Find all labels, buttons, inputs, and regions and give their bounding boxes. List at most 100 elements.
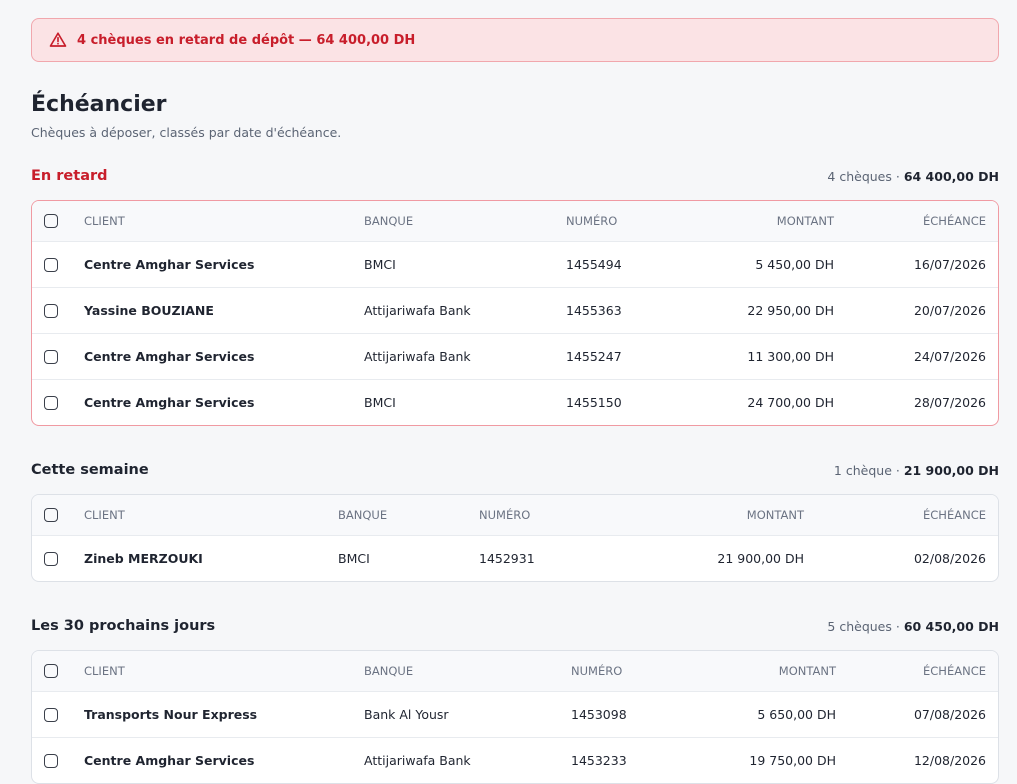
cell	[32, 214, 84, 228]
cell: Centre Amghar Services	[84, 349, 255, 364]
summary-total: 64 400,00 DH	[903, 168, 999, 184]
cell: Yassine BOUZIANE	[84, 303, 214, 318]
column-header: BANQUE	[364, 664, 414, 678]
summary-count: 5 chèques ·	[827, 618, 900, 634]
column-header: NUMÉRO	[566, 214, 618, 228]
page-subtitle: Chèques à déposer, classés par date d'éc…	[31, 125, 342, 140]
cell: Centre Amghar Services	[84, 753, 255, 768]
content: 4 chèques en retard de dépôt — 64 400,00…	[31, 18, 999, 784]
cell: Bank Al Yousr	[364, 707, 449, 722]
cell: 16/07/2026	[913, 257, 986, 272]
cell	[32, 664, 84, 678]
select-all-checkbox[interactable]	[44, 508, 58, 522]
row-checkbox[interactable]	[44, 349, 58, 364]
cell: 20/07/2026	[913, 303, 986, 318]
cell: BMCI	[364, 257, 396, 272]
section: Cette semaine 1 chèque · 21 900,00 DH CLIE…	[31, 460, 999, 582]
alert-text: 4 chèques en retard de dépôt — 64 400,00…	[77, 32, 416, 48]
cell: 24 700,00 DH	[747, 395, 834, 410]
summary-total: 21 900,00 DH	[903, 462, 999, 478]
table-header: CLIENT BANQUE NUMÉRO MONTANT ÉCHÉANCE	[32, 495, 998, 535]
cell: 12/08/2026	[913, 753, 986, 768]
cell: 07/08/2026	[913, 707, 986, 722]
cell: 28/07/2026	[913, 395, 986, 410]
cell: BMCI	[364, 395, 396, 410]
cell: 21 900,00 DH	[717, 551, 804, 566]
alert-icon	[49, 32, 67, 47]
cell	[32, 303, 84, 318]
page: Échéancier {"alert":{"text":"4 chèques e…	[31, 18, 999, 784]
section-header: Les 30 prochains jours 5 chèques · 60 450…	[31, 616, 999, 636]
table-header: CLIENT BANQUE NUMÉRO MONTANT ÉCHÉANCE	[32, 651, 998, 691]
section-title: En retard	[31, 168, 108, 184]
alert-banner: 4 chèques en retard de dépôt — 64 400,00…	[31, 18, 999, 62]
table: CLIENT BANQUE NUMÉRO MONTANT ÉCHÉANCE Centre …	[31, 200, 999, 426]
table-row[interactable]: Centre Amghar Services BMCI 1455150 24 700,…	[32, 379, 998, 425]
section: En retard 4 chèques · 64 400,00 DH CLIENT B…	[31, 166, 999, 426]
cell: 22 950,00 DH	[747, 303, 834, 318]
table-row[interactable]: Yassine BOUZIANE Attijariwafa Bank 1455363…	[32, 287, 998, 333]
column-header: NUMÉRO	[571, 664, 623, 678]
cell: Zineb MERZOUKI	[84, 551, 203, 566]
summary-count: 4 chèques ·	[827, 168, 900, 184]
select-all-checkbox[interactable]	[44, 214, 58, 228]
row-checkbox[interactable]	[44, 395, 58, 410]
table-row[interactable]: Zineb MERZOUKI BMCI 1452931 21 900,00 DH 02/…	[32, 535, 998, 581]
column-header: BANQUE	[364, 214, 414, 228]
section-header: Cette semaine 1 chèque · 21 900,00 DH	[31, 460, 999, 480]
row-checkbox[interactable]	[44, 551, 58, 566]
column-header: BANQUE	[338, 508, 388, 522]
column-header: ÉCHÉANCE	[923, 508, 986, 522]
cell: 1455150	[566, 395, 622, 410]
cell: 11 300,00 DH	[747, 349, 834, 364]
cell: 5 450,00 DH	[755, 257, 834, 272]
select-all-checkbox[interactable]	[44, 664, 58, 678]
cell	[32, 508, 84, 522]
cell	[32, 551, 84, 566]
cell	[32, 349, 84, 364]
cell: 1455363	[566, 303, 622, 318]
column-header: CLIENT	[84, 214, 125, 228]
cell	[32, 257, 84, 272]
table-header: CLIENT BANQUE NUMÉRO MONTANT ÉCHÉANCE	[32, 201, 998, 241]
cell	[32, 753, 84, 768]
section-summary: 1 chèque · 21 900,00 DH	[834, 463, 999, 478]
table-row[interactable]: Centre Amghar Services Attijariwafa Bank 1…	[32, 737, 998, 783]
row-checkbox[interactable]	[44, 303, 58, 318]
section-title: Cette semaine	[31, 462, 149, 478]
column-header: MONTANT	[776, 214, 834, 228]
page-title: Échéancier	[31, 92, 167, 117]
row-checkbox[interactable]	[44, 707, 58, 722]
cell: 5 650,00 DH	[757, 707, 836, 722]
cell: 19 750,00 DH	[749, 753, 836, 768]
sections: En retard 4 chèques · 64 400,00 DH CLIENT B…	[31, 166, 999, 784]
summary-total: 60 450,00 DH	[903, 618, 999, 634]
section-summary: 4 chèques · 64 400,00 DH	[827, 169, 999, 184]
row-checkbox[interactable]	[44, 753, 58, 768]
column-header: MONTANT	[778, 664, 836, 678]
table-row[interactable]: Centre Amghar Services Attijariwafa Bank 1…	[32, 333, 998, 379]
row-checkbox[interactable]	[44, 257, 58, 272]
cell: Centre Amghar Services	[84, 395, 255, 410]
table: CLIENT BANQUE NUMÉRO MONTANT ÉCHÉANCE Zineb M…	[31, 494, 999, 582]
cell: 1453098	[571, 707, 627, 722]
cell: Transports Nour Express	[84, 707, 258, 722]
section-header: En retard 4 chèques · 64 400,00 DH	[31, 166, 999, 186]
cell: 1453233	[571, 753, 627, 768]
cell: 1452931	[479, 551, 535, 566]
cell	[32, 395, 84, 410]
column-header: ÉCHÉANCE	[923, 214, 986, 228]
table-row[interactable]: Transports Nour Express Bank Al Yousr 1453…	[32, 691, 998, 737]
table-row[interactable]: Centre Amghar Services BMCI 1455494 5 450,0…	[32, 241, 998, 287]
cell: Attijariwafa Bank	[364, 753, 471, 768]
cell: Attijariwafa Bank	[364, 303, 471, 318]
cell: 24/07/2026	[913, 349, 986, 364]
cell: Attijariwafa Bank	[364, 349, 471, 364]
column-header: MONTANT	[746, 508, 804, 522]
cell: BMCI	[338, 551, 370, 566]
cell: 1455494	[566, 257, 622, 272]
column-header: NUMÉRO	[479, 508, 531, 522]
section-summary: 5 chèques · 60 450,00 DH	[827, 619, 999, 634]
summary-count: 1 chèque ·	[833, 462, 900, 478]
body: 4 chèques en retard de dépôt — 64 400,00…	[31, 18, 999, 784]
